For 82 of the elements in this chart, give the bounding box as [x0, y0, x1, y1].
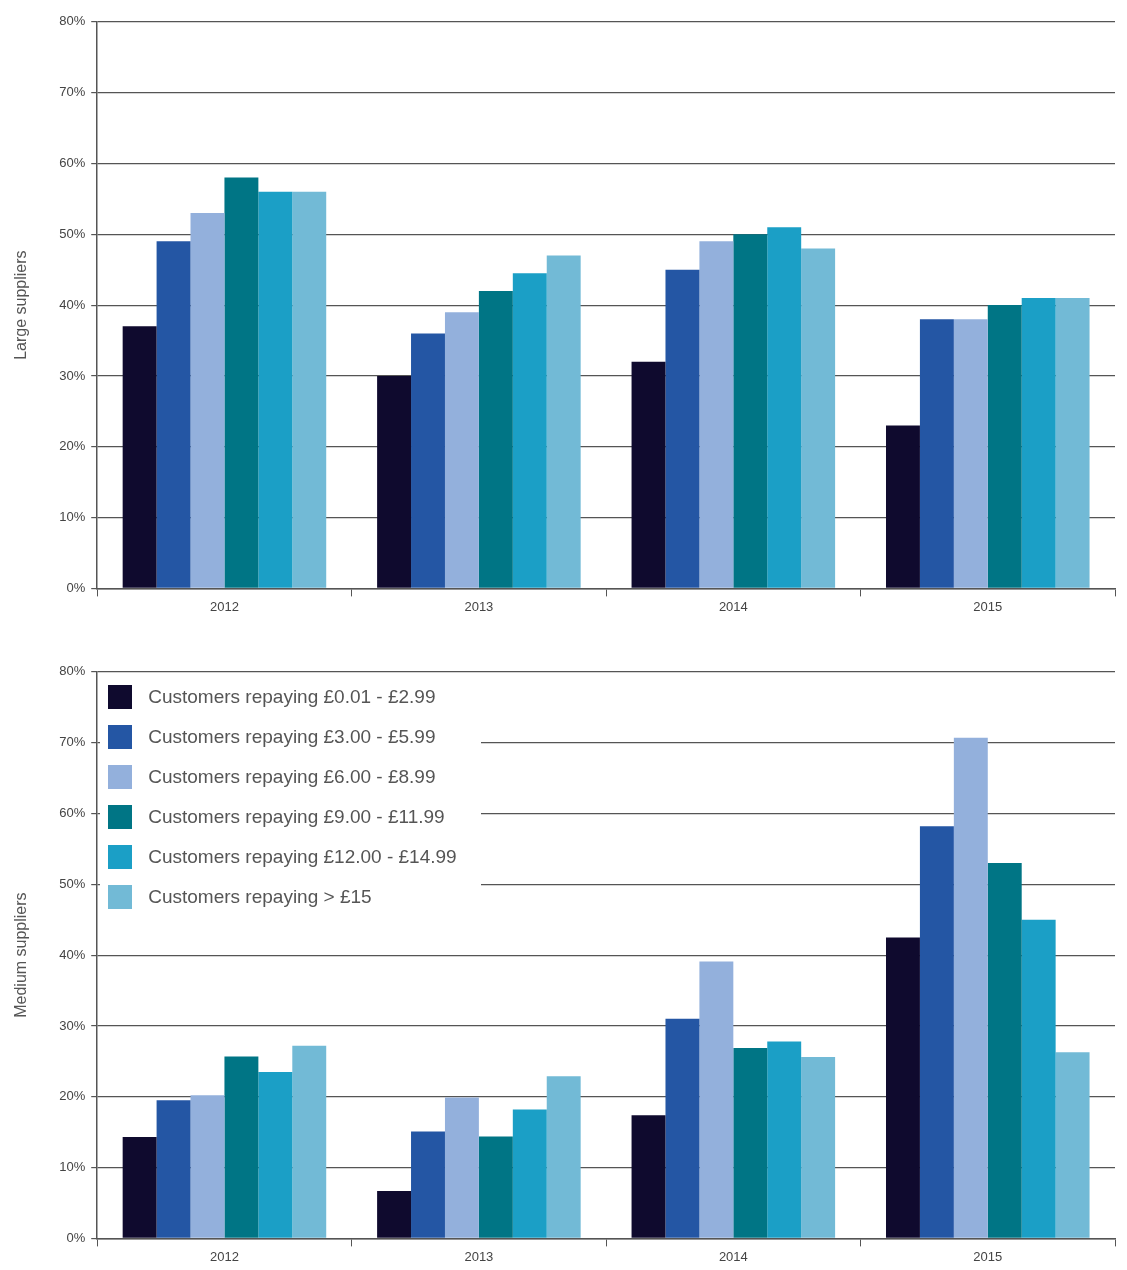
- legend-label: Customers repaying > £15: [148, 885, 372, 908]
- legend-label: Customers repaying £3.00 - £5.99: [148, 725, 436, 748]
- y-tick-label: 0%: [66, 579, 86, 595]
- bar: [258, 191, 293, 588]
- bar: [801, 248, 836, 588]
- x-tick-label: 2014: [718, 598, 748, 614]
- bar: [512, 273, 547, 588]
- bar: [1021, 298, 1056, 588]
- bar: [665, 269, 700, 588]
- bar: [886, 937, 920, 1238]
- x-tick-label: 2015: [973, 1248, 1003, 1264]
- y-tick-label: 0%: [66, 1229, 86, 1245]
- bar: [190, 1095, 225, 1238]
- x-tick-label: 2012: [209, 1248, 239, 1264]
- bar: [258, 1071, 293, 1238]
- y-tick-label: 80%: [59, 13, 86, 29]
- bar: [665, 1018, 700, 1238]
- y-tick-label: 40%: [59, 946, 86, 962]
- y-tick-label: 10%: [59, 1159, 86, 1175]
- bar: [767, 1041, 802, 1238]
- y-tick-label: 70%: [59, 84, 86, 100]
- bar: [377, 375, 412, 588]
- y-tick-label: 70%: [59, 734, 86, 750]
- bar: [122, 1137, 157, 1238]
- bar: [122, 326, 157, 588]
- bar: [292, 1045, 327, 1238]
- legend-label: Customers repaying £12.00 - £14.99: [148, 845, 457, 868]
- bar: [1021, 919, 1056, 1238]
- legend-label: Customers repaying £0.01 - £2.99: [148, 685, 436, 708]
- bar: [953, 737, 988, 1238]
- y-tick-label: 80%: [59, 663, 86, 679]
- bar: [156, 241, 191, 588]
- bar: [411, 333, 445, 588]
- y-tick-label: 60%: [59, 155, 86, 171]
- y-tick-label: 20%: [59, 1088, 86, 1104]
- bar: [444, 1097, 479, 1238]
- bar: [1055, 298, 1090, 588]
- bar: [444, 312, 479, 588]
- bar: [478, 290, 513, 588]
- bar: [1055, 1052, 1090, 1238]
- legend-label: Customers repaying £6.00 - £8.99: [148, 765, 436, 788]
- bar: [478, 1136, 513, 1238]
- x-tick-label: 2012: [209, 598, 239, 614]
- y-tick-label: 40%: [59, 296, 86, 312]
- bar: [156, 1100, 191, 1238]
- bar: [377, 1190, 412, 1238]
- bar: [546, 255, 581, 588]
- y-axis-title: Large suppliers: [12, 250, 30, 360]
- bar: [953, 319, 988, 588]
- bar: [919, 826, 954, 1238]
- bar: [733, 1047, 768, 1238]
- x-tick-label: 2013: [464, 1248, 494, 1264]
- bar: [224, 177, 259, 588]
- bar: [631, 361, 666, 588]
- bar: [292, 191, 327, 588]
- legend-label: Customers repaying £9.00 - £11.99: [148, 805, 445, 828]
- bar: [733, 234, 768, 588]
- y-tick-label: 30%: [59, 1017, 86, 1033]
- bar: [411, 1131, 445, 1238]
- bar: [512, 1109, 547, 1238]
- x-tick-label: 2013: [464, 598, 494, 614]
- bar: [631, 1115, 666, 1238]
- bar: [987, 305, 1022, 588]
- bar: [699, 961, 734, 1238]
- bar: [987, 863, 1022, 1238]
- bar: [767, 227, 802, 588]
- y-tick-label: 30%: [59, 367, 86, 383]
- x-tick-label: 2015: [973, 598, 1003, 614]
- y-tick-label: 60%: [59, 805, 86, 821]
- bar: [699, 241, 734, 588]
- y-tick-label: 50%: [59, 225, 86, 241]
- bar: [886, 425, 920, 588]
- bar: [919, 319, 954, 588]
- bar: [546, 1076, 581, 1238]
- bar: [801, 1057, 836, 1238]
- y-tick-label: 10%: [59, 509, 86, 525]
- x-tick-label: 2014: [718, 1248, 748, 1264]
- bar: [190, 213, 225, 588]
- y-axis-title: Medium suppliers: [12, 892, 30, 1018]
- bar: [224, 1056, 259, 1238]
- y-tick-label: 20%: [59, 438, 86, 454]
- y-tick-label: 50%: [59, 875, 86, 891]
